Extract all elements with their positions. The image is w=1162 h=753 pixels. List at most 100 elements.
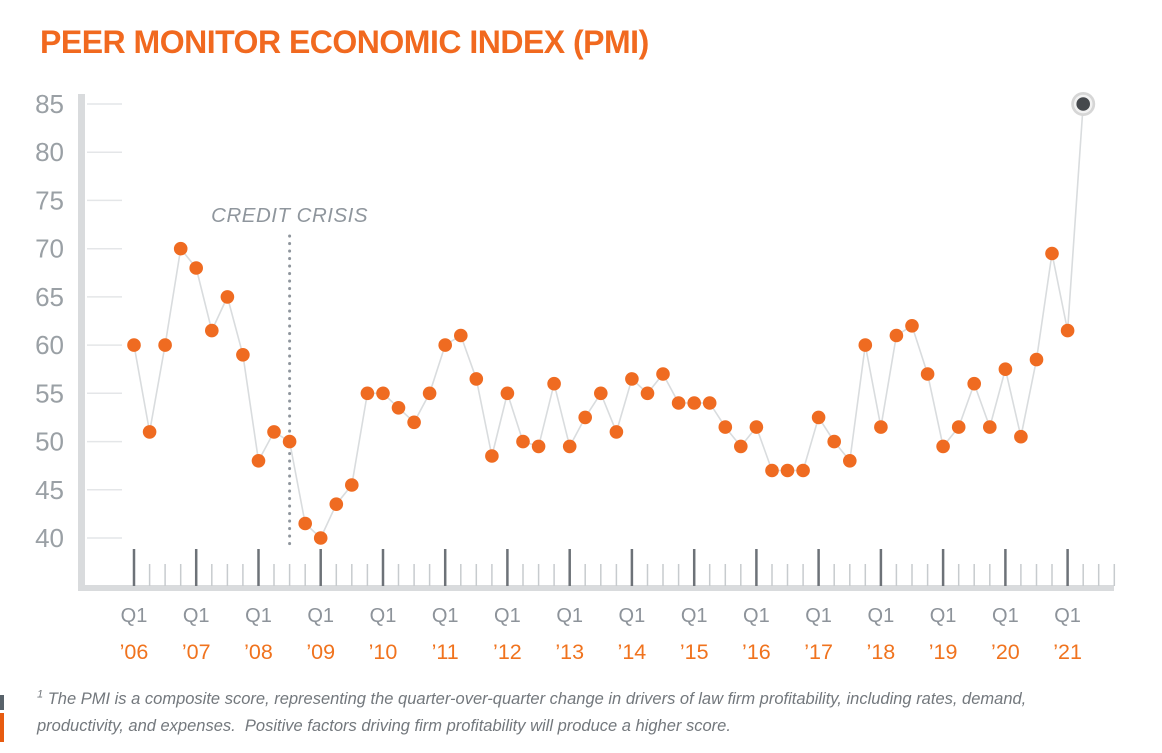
footnote-line-2: productivity, and expenses. Positive fac… xyxy=(37,716,731,735)
x-tick-label-q1: Q1 xyxy=(743,605,770,627)
data-point xyxy=(967,376,981,391)
data-point xyxy=(983,420,997,434)
x-tick-label-q1: Q1 xyxy=(245,605,272,627)
data-point xyxy=(329,497,344,512)
x-year-label: ’13 xyxy=(555,640,584,664)
data-point xyxy=(920,367,935,381)
x-tick-label-q1: Q1 xyxy=(556,605,583,627)
pmi-line-chart: 85 80 75 70 65 60 55 50 45 40 Q1 ’06 Q1 ’07 Q1 ’08 Q1 ’09… xyxy=(35,89,1116,664)
data-point xyxy=(407,415,421,430)
data-point xyxy=(749,420,764,434)
y-axis-label: 55 xyxy=(35,378,64,408)
x-tick-label-q1: Q1 xyxy=(930,605,957,627)
x-year-label: ’19 xyxy=(929,640,958,664)
data-point xyxy=(594,386,608,401)
footnote-superscript: 1 xyxy=(37,688,44,701)
data-point xyxy=(531,439,546,454)
data-point-highlighted xyxy=(1076,97,1090,111)
x-tick-label-q1: Q1 xyxy=(868,605,895,627)
x-year-label: ’12 xyxy=(493,640,522,664)
data-point xyxy=(142,425,157,439)
data-point xyxy=(205,323,219,338)
x-year-label: ’10 xyxy=(369,640,398,664)
x-tick-label-q1: Q1 xyxy=(307,605,334,627)
x-tick-label-q1: Q1 xyxy=(805,605,832,627)
data-point xyxy=(609,425,624,439)
y-axis-label: 40 xyxy=(35,523,64,553)
data-point xyxy=(298,516,313,531)
data-point xyxy=(1029,352,1044,367)
data-point xyxy=(1045,246,1059,261)
data-point xyxy=(438,338,453,352)
y-axis-label: 75 xyxy=(35,185,64,215)
data-point xyxy=(313,531,328,545)
data-point xyxy=(889,328,904,343)
data-point xyxy=(843,454,857,468)
footnote: 1 The PMI is a composite score, represen… xyxy=(37,686,1147,739)
x-axis-line xyxy=(78,585,1114,591)
data-point xyxy=(469,372,484,386)
data-point xyxy=(127,338,141,352)
data-point xyxy=(625,372,639,386)
x-year-label: ’20 xyxy=(991,640,1020,664)
pmi-line xyxy=(133,103,1084,540)
data-point xyxy=(500,386,515,401)
y-axis-label: 60 xyxy=(35,330,64,360)
data-point xyxy=(640,386,655,401)
data-point xyxy=(267,425,281,439)
y-axis-label: 45 xyxy=(35,475,64,505)
data-point xyxy=(485,449,499,463)
y-axis-line xyxy=(78,94,85,591)
x-year-label: ’06 xyxy=(120,640,149,664)
data-point xyxy=(1060,323,1075,338)
data-point xyxy=(516,434,530,449)
x-tick-label-q1: Q1 xyxy=(619,605,646,627)
data-point xyxy=(422,386,437,401)
data-point xyxy=(158,338,172,352)
x-year-label: ’09 xyxy=(306,640,335,664)
x-year-label: ’16 xyxy=(742,640,771,664)
data-point xyxy=(220,290,235,304)
data-point xyxy=(936,439,950,454)
footnote-line-1: The PMI is a composite score, representi… xyxy=(43,690,1027,708)
x-tick-label-q1: Q1 xyxy=(432,605,459,627)
data-point xyxy=(858,338,873,352)
x-tick-label-q1: Q1 xyxy=(183,605,210,627)
data-point xyxy=(827,434,841,449)
data-point xyxy=(671,396,686,410)
data-point xyxy=(656,367,670,381)
y-axis-label: 70 xyxy=(35,234,64,264)
x-tick-label-q1: Q1 xyxy=(494,605,521,627)
data-point xyxy=(189,261,203,275)
data-point xyxy=(796,463,810,478)
y-axis-label: 85 xyxy=(35,89,64,119)
data-point xyxy=(578,410,592,425)
data-point xyxy=(251,454,266,468)
data-point xyxy=(376,386,390,401)
y-axis-label: 80 xyxy=(35,137,64,167)
data-point xyxy=(454,328,468,343)
page-edge-artifact xyxy=(0,695,4,710)
data-point xyxy=(687,396,701,410)
x-year-label: ’08 xyxy=(244,640,273,664)
x-year-label: ’21 xyxy=(1053,640,1082,664)
x-year-label: ’18 xyxy=(867,640,896,664)
data-point xyxy=(765,463,779,478)
x-year-label: ’11 xyxy=(432,640,459,664)
data-point xyxy=(282,434,297,449)
x-year-label: ’15 xyxy=(680,640,709,664)
data-point xyxy=(998,362,1013,377)
x-tick-label-q1: Q1 xyxy=(121,605,148,627)
x-tick-label-q1: Q1 xyxy=(992,605,1019,627)
data-point xyxy=(874,420,888,434)
x-tick-label-q1: Q1 xyxy=(681,605,708,627)
data-point xyxy=(951,420,966,434)
y-axis-label: 65 xyxy=(35,282,64,312)
chart-title: PEER MONITOR ECONOMIC INDEX (PMI) xyxy=(40,24,649,60)
data-point xyxy=(702,396,717,410)
x-tick-label-q1: Q1 xyxy=(370,605,397,627)
data-point xyxy=(547,376,561,391)
data-point xyxy=(905,319,919,333)
x-year-label: ’17 xyxy=(804,640,833,664)
